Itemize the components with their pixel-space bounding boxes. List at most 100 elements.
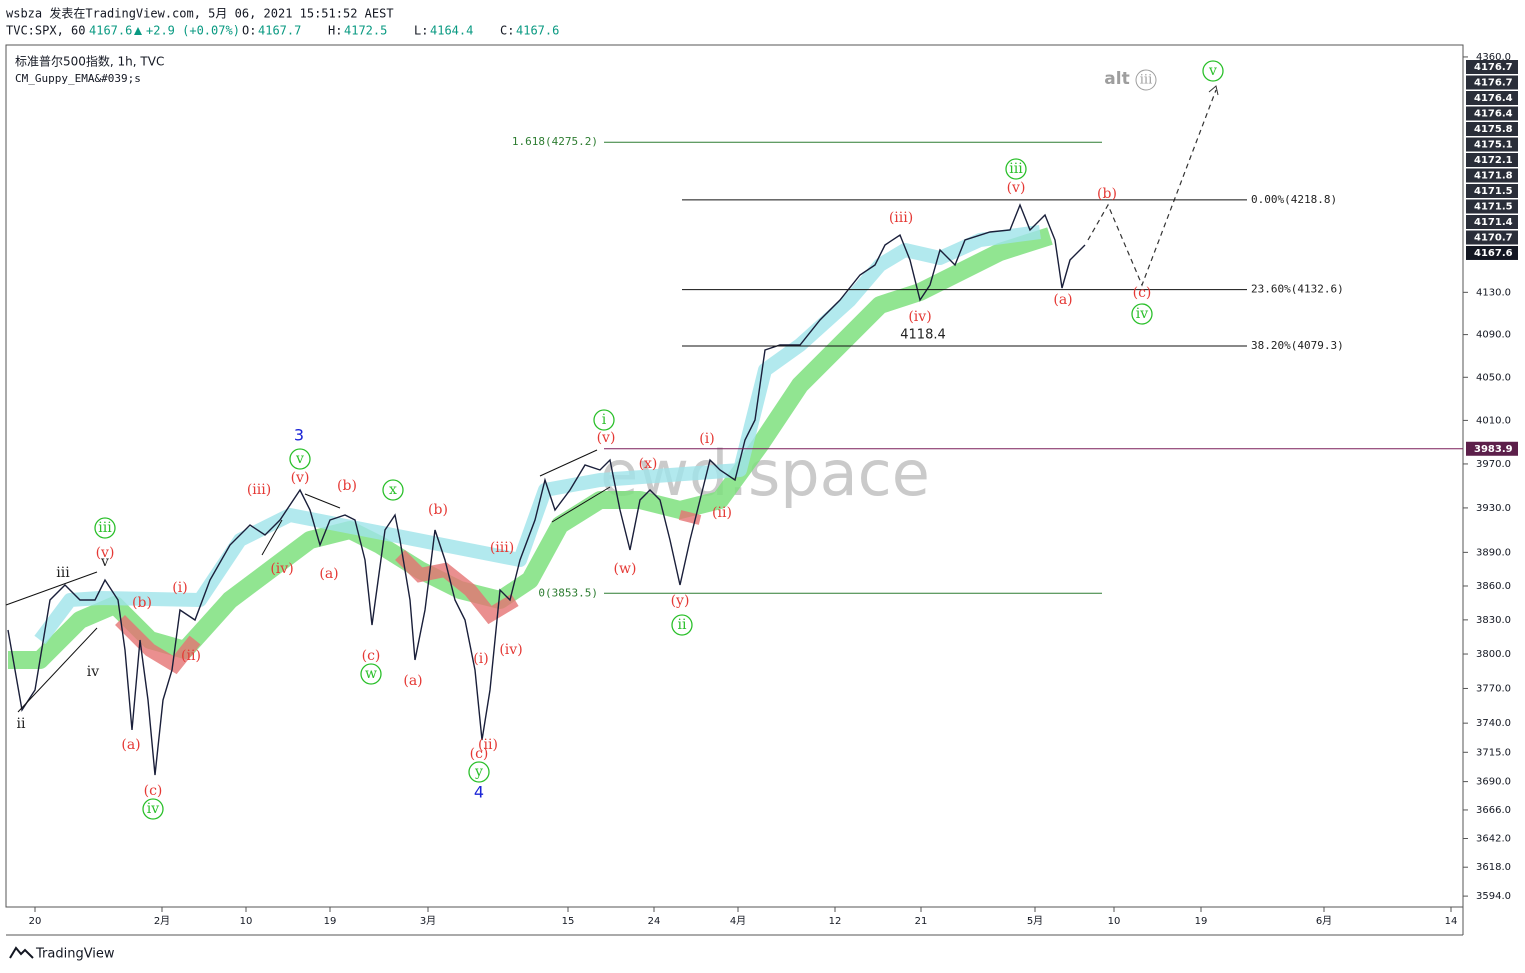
ema-value: 4175.1 <box>1474 140 1513 151</box>
ema-value: 4171.4 <box>1474 217 1513 228</box>
wave-label: (i) <box>473 651 488 667</box>
ema-value-tag <box>1466 91 1518 105</box>
level-annotation: 4118.4 <box>900 328 946 343</box>
ema-value-tag <box>1466 215 1518 229</box>
ema-value: 4176.4 <box>1474 93 1513 104</box>
last-price: 4167.6 <box>89 24 132 38</box>
tradingview-logo <box>9 946 34 959</box>
wave-label: iii <box>1009 161 1023 177</box>
time-label: 4月 <box>730 915 746 927</box>
fib-label: 23.60%(4132.6) <box>1251 283 1344 296</box>
alt-circle <box>1135 69 1157 91</box>
wave-label: (y) <box>671 593 690 609</box>
ema-value: 4176.4 <box>1474 109 1513 120</box>
wave-label: (v) <box>96 545 115 561</box>
wave-label: x <box>389 482 397 498</box>
price-tick-label: 3830.0 <box>1476 615 1511 626</box>
last-price-value: 4167.6 <box>1474 248 1513 259</box>
wave-label: 3 <box>294 426 304 445</box>
projection-path <box>1087 89 1217 287</box>
wave-label: ii <box>678 617 687 633</box>
price-tick-label: 3860.0 <box>1476 581 1511 592</box>
indicator-name: CM_Guppy_EMA&#039;s <box>15 72 141 85</box>
ema-value: 4170.7 <box>1474 233 1513 244</box>
time-label: 19 <box>1195 916 1208 927</box>
alt-wave: iii <box>1140 73 1152 88</box>
price-tick-label: 3666.0 <box>1476 805 1511 816</box>
ohlc-value: 4172.5 <box>344 24 387 38</box>
ema-value: 4171.8 <box>1474 171 1513 182</box>
ema-value: 4175.8 <box>1474 124 1513 135</box>
wave-label: (a) <box>121 737 140 753</box>
time-label: 12 <box>829 916 842 927</box>
last-price-tag <box>1466 245 1518 260</box>
ohlc-value: 4167.7 <box>258 24 301 38</box>
price-tick-label: 4090.0 <box>1476 330 1511 341</box>
wave-label: (ii) <box>181 648 201 664</box>
wave-label: (c) <box>1133 285 1152 301</box>
time-label: 2月 <box>154 915 170 927</box>
ema-value-tag <box>1466 184 1518 198</box>
wave-label: w <box>365 666 377 682</box>
up-arrow <box>134 27 142 35</box>
ema-value: 4172.1 <box>1474 155 1513 166</box>
ema-value-tag <box>1466 168 1518 183</box>
wave-circle <box>468 761 490 783</box>
price-tick-label: 3618.0 <box>1476 862 1511 873</box>
level-value: 3983.9 <box>1474 444 1513 455</box>
wave-circle <box>1202 60 1224 82</box>
ema-ribbons <box>8 225 1053 675</box>
fib-label: 1.618(4275.2) <box>512 135 598 148</box>
alt-label: alt <box>1104 69 1129 89</box>
footer-brand: TradingView <box>35 947 115 962</box>
ema-value: 4171.5 <box>1474 186 1513 197</box>
wave-label: v <box>295 451 304 467</box>
wave-label: (b) <box>1097 186 1117 202</box>
ohlc-value: 4164.4 <box>430 24 473 38</box>
ohlc-label: H: <box>328 24 342 38</box>
channel-lines <box>5 449 611 713</box>
fib-label: 38.20%(4079.3) <box>1251 339 1344 352</box>
price-path <box>7 203 1086 776</box>
ohlc-label: C: <box>500 24 514 38</box>
wave-label: (a) <box>319 566 338 582</box>
time-label: 3月 <box>420 915 436 927</box>
wave-label: (ii) <box>478 737 498 753</box>
wave-label: (iv) <box>270 561 293 577</box>
wave-label: (iii) <box>247 482 271 498</box>
wave-label: (iii) <box>490 540 514 556</box>
wave-label: iv <box>1136 306 1148 322</box>
wave-label: y <box>474 764 483 780</box>
symbol: TVC:SPX, 60 <box>6 24 85 38</box>
wave-label: iii <box>98 520 112 536</box>
time-label: 14 <box>1445 916 1458 927</box>
ohlc-label: L: <box>414 24 428 38</box>
wave-label: v <box>1208 63 1217 79</box>
wave-circle <box>1131 303 1153 325</box>
price-tick-label: 4050.0 <box>1476 372 1511 383</box>
price-tick-label: 3770.0 <box>1476 683 1511 694</box>
wave-circle <box>671 614 693 636</box>
time-label: 6月 <box>1316 915 1332 927</box>
wave-label: iii <box>56 565 70 581</box>
wave-label: (v) <box>1007 180 1026 196</box>
price-tick-label: 4360.0 <box>1476 52 1511 63</box>
wave-label: (ii) <box>712 505 732 521</box>
projection-arrowhead <box>1208 85 1219 96</box>
wave-label: (iv) <box>499 642 522 658</box>
ema-value-tag <box>1466 199 1518 214</box>
wave-label: (iii) <box>889 210 913 226</box>
price-tick-label: 3715.0 <box>1476 747 1511 758</box>
change: +2.9 (+0.07%) <box>146 24 240 38</box>
price-tick-label: 3890.0 <box>1476 547 1511 558</box>
header: wsbza 发表在TradingView.com, 5月 06, 2021 15… <box>6 6 394 38</box>
price-tick-label: 3740.0 <box>1476 718 1511 729</box>
wave-label: (c) <box>470 746 489 762</box>
wave-label: iv <box>87 664 99 680</box>
wave-label: (c) <box>144 783 163 799</box>
ema-value-tag <box>1466 106 1518 121</box>
wave-label: (b) <box>337 478 357 494</box>
wave-label: (c) <box>362 648 381 664</box>
